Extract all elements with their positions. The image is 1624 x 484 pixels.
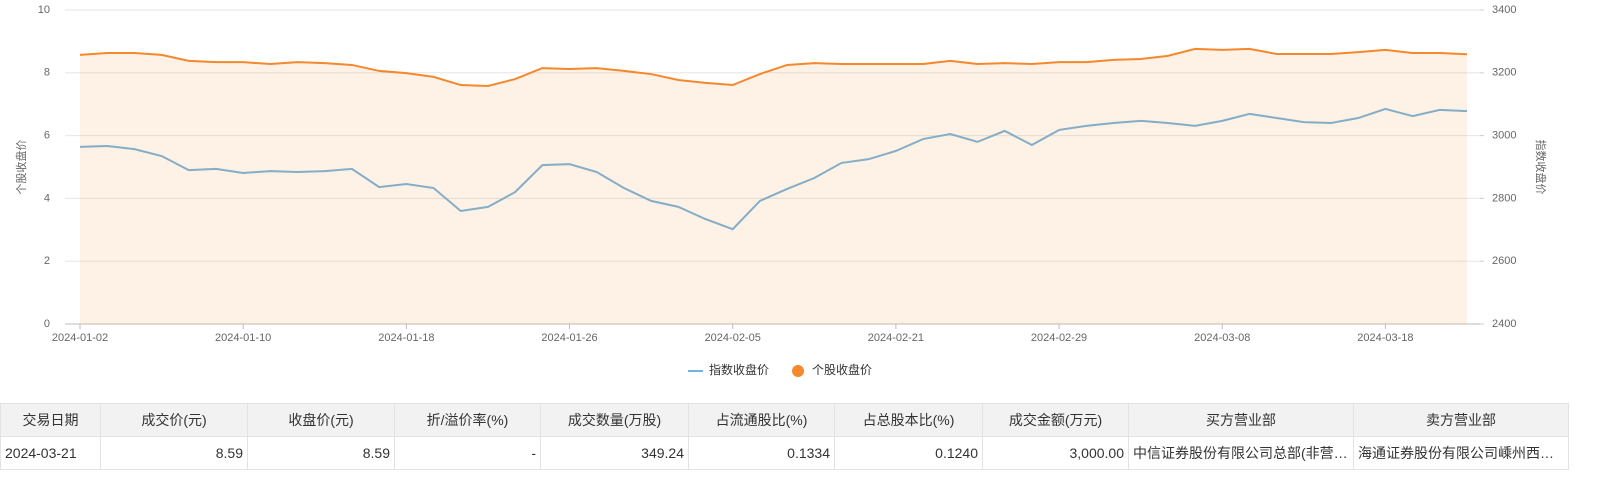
table-cell: 2024-03-21 (0, 436, 101, 470)
column-header: 占流通股比(%) (688, 403, 835, 437)
x-tick-label: 2024-01-18 (378, 332, 434, 344)
table-cell: 海通证券股份有限公司嵊州西… (1353, 436, 1569, 470)
trade-table: 交易日期 成交价(元) 收盘价(元) 折/溢价率(%) 成交数量(万股) 占流通股比(%)… (0, 403, 1569, 470)
y-tick-label: 2 (44, 255, 50, 267)
y2-tick-label: 2800 (1492, 192, 1516, 204)
area (80, 48, 1467, 324)
column-header: 成交价(元) (100, 403, 248, 437)
table-cell: 8.59 (247, 436, 395, 470)
x-tick-label: 2024-02-29 (1031, 332, 1087, 344)
y2-tick-label: 3200 (1492, 67, 1516, 79)
y-tick-label: 8 (44, 67, 50, 79)
column-header: 占总股本比(%) (834, 403, 983, 437)
x-tick-label: 2024-02-05 (705, 332, 761, 344)
y2-axis-title: 指数收盘价 (1534, 140, 1548, 195)
column-header: 买方营业部 (1128, 403, 1354, 437)
table-cell: 8.59 (100, 436, 248, 470)
y-tick-label: 10 (38, 4, 50, 16)
x-tick-label: 2024-03-18 (1357, 332, 1413, 344)
x-tick-label: 2024-01-26 (541, 332, 597, 344)
legend-marker (792, 365, 805, 377)
y-axis-title: 个股收盘价 (14, 140, 28, 195)
table-cell: - (394, 436, 541, 470)
column-header: 成交金额(万元) (982, 403, 1129, 437)
table-cell: 中信证券股份有限公司总部(非营… (1128, 436, 1354, 470)
y-tick-label: 0 (44, 318, 50, 330)
legend-item: 个股收盘价 (792, 362, 872, 377)
table-cell: 3,000.00 (982, 436, 1129, 470)
y2-tick-label: 3400 (1492, 4, 1516, 16)
table-cell: 0.1334 (688, 436, 835, 470)
chart: 个股收盘价 指数收盘价 0 2 4 6 8 10 2400 2600 2800 3000 3200 3… (14, 4, 1548, 377)
table-cell: 0.1240 (834, 436, 983, 470)
y2-tick-label: 2400 (1492, 318, 1516, 330)
x-tick-label: 2024-03-08 (1194, 332, 1250, 344)
x-tick-label: 2024-02-21 (868, 332, 924, 344)
line (79, 47, 1468, 87)
column-header: 交易日期 (0, 403, 101, 437)
column-header: 成交数量(万股) (540, 403, 689, 437)
column-header: 折/溢价率(%) (394, 403, 541, 437)
legend-item: 指数收盘价 (688, 362, 769, 377)
legend-label: 指数收盘价 (709, 362, 769, 377)
y2-tick-label: 2600 (1492, 255, 1516, 267)
y-tick-label: 6 (44, 130, 50, 142)
y2-tick-label: 3000 (1492, 130, 1516, 142)
x-tick-label: 2024-01-10 (215, 332, 271, 344)
table-cell: 349.24 (540, 436, 689, 470)
line (79, 107, 1468, 231)
x-tick-label: 2024-01-02 (52, 332, 108, 344)
y-tick-label: 4 (44, 192, 50, 204)
column-header: 卖方营业部 (1353, 403, 1569, 437)
column-header: 收盘价(元) (247, 403, 395, 437)
legend-label: 个股收盘价 (812, 362, 872, 377)
